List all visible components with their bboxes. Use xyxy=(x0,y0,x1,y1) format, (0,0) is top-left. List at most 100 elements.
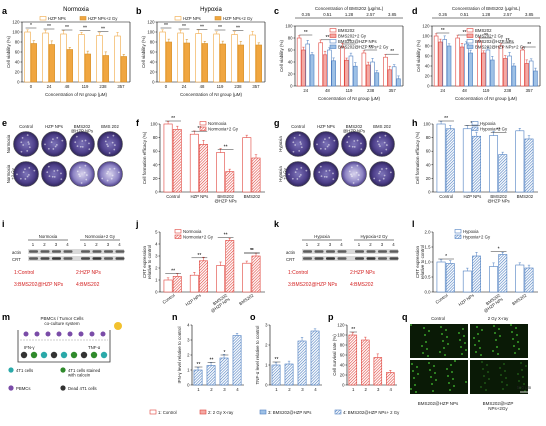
fluorescent-cell xyxy=(473,337,475,339)
bar xyxy=(489,266,499,293)
y-tick-label: 4 xyxy=(155,242,158,247)
colony-dot xyxy=(356,164,359,167)
bar xyxy=(216,152,226,193)
y-tick-label: 20 xyxy=(150,70,155,75)
bar xyxy=(436,123,446,193)
colony-dot xyxy=(298,149,301,152)
colony-dot xyxy=(360,142,362,145)
blot-band xyxy=(337,250,347,253)
x-tick-label: HZP NPs xyxy=(463,194,481,199)
significance-mark: ** xyxy=(200,25,204,31)
colony-dot xyxy=(84,139,87,142)
x-tick-label: 24 xyxy=(47,84,52,89)
bar xyxy=(481,52,486,87)
fluorescent-cell xyxy=(422,352,424,354)
colony-dot xyxy=(81,140,84,142)
colony-dot xyxy=(288,173,290,176)
tumor-cell xyxy=(20,351,28,359)
significance-mark: ** xyxy=(210,358,214,364)
bar xyxy=(490,59,495,87)
colony-dot xyxy=(47,165,50,168)
blot-key: 3:BMS202@HZP NPs xyxy=(288,282,338,288)
fluorescent-cell xyxy=(497,353,499,355)
colony-dot xyxy=(355,171,358,174)
colony-dot xyxy=(22,144,25,146)
colony-dot xyxy=(50,141,53,144)
fluorescent-cell xyxy=(435,379,437,381)
colony-dot xyxy=(61,139,64,142)
significance-mark: ** xyxy=(101,27,105,33)
y-tick-label: 2 xyxy=(187,353,190,358)
bar xyxy=(498,45,504,87)
colony-dot xyxy=(324,138,326,141)
bar xyxy=(361,339,370,386)
colony-dot xyxy=(106,179,109,182)
fluorescent-cell xyxy=(417,373,419,375)
bottom-legend-swatch xyxy=(199,409,207,415)
colony-dot xyxy=(328,136,331,139)
blot-band xyxy=(52,257,61,260)
chart-o: 0 1 2 3 TNF-α level relative to control 1 2 3 4 *… xyxy=(255,323,322,392)
schematic-legend-dot xyxy=(8,385,14,391)
fluorescent-cell xyxy=(465,381,467,383)
legend-label: Hypoxia xyxy=(480,121,496,126)
lane-number: 4 xyxy=(340,242,343,247)
top-tick-label: 1.28 xyxy=(345,12,354,17)
colony-dot xyxy=(106,172,108,175)
fluorescent-cell xyxy=(488,378,490,380)
colony-dot xyxy=(21,136,24,139)
legend-swatch xyxy=(199,121,207,126)
bar xyxy=(66,49,73,83)
colony-dot xyxy=(298,175,301,178)
fluorescent-cell xyxy=(447,375,449,377)
y-tick-label: 20 xyxy=(426,176,431,181)
tumor-cell xyxy=(80,351,88,359)
tumor-cell xyxy=(40,351,48,359)
fluorescent-cell xyxy=(483,375,485,377)
culture-dish xyxy=(369,131,395,157)
fluorescent-cell xyxy=(432,390,434,392)
tumor-cell xyxy=(100,351,108,359)
colony-dot xyxy=(384,134,387,137)
bar xyxy=(305,43,310,87)
lane-number: 3 xyxy=(381,242,384,247)
blot-row-label: actin xyxy=(12,250,22,255)
blot-band xyxy=(63,257,73,260)
blot-band xyxy=(314,250,324,253)
colony-dot xyxy=(296,178,299,180)
bar xyxy=(102,55,109,83)
fluorescent-cell xyxy=(492,350,494,352)
colony-dot xyxy=(60,178,63,181)
fluorescent-cell xyxy=(465,349,467,351)
significance-mark: ** xyxy=(462,30,466,36)
legend-label: BMS202+2 Gy xyxy=(475,34,504,39)
x-tick-label: Control xyxy=(439,194,453,199)
y-tick-label: 0 xyxy=(155,290,158,295)
bar xyxy=(387,69,393,87)
legend-swatch xyxy=(454,234,462,239)
bar xyxy=(361,52,367,87)
bar xyxy=(242,262,252,293)
chart-j: 0 1 2 3 4 5 CRT expressionrelative to control C… xyxy=(142,229,265,313)
bar xyxy=(249,34,256,83)
fluorescent-cell xyxy=(516,334,518,336)
schematic-legend-dot xyxy=(8,367,14,373)
bar xyxy=(462,270,472,293)
fluorescent-cell xyxy=(518,380,520,382)
x-tick-label: 238 xyxy=(99,84,107,89)
fluorescent-cell xyxy=(520,362,522,364)
lane-number: 1 xyxy=(358,242,361,247)
lane-number: 4 xyxy=(392,242,395,247)
fluorescent-cell xyxy=(486,364,488,366)
legend-label: HZP NPs+2 Gy xyxy=(88,16,118,21)
colony-dot xyxy=(350,173,352,176)
bottom-legend-swatch xyxy=(149,409,157,415)
blot-band xyxy=(29,250,38,253)
bar xyxy=(391,66,397,87)
y-tick-label: 60 xyxy=(425,54,430,59)
blot-key: 4:BMS202 xyxy=(350,282,374,288)
significance-mark: ** xyxy=(164,23,168,29)
schematic-legend-label: 4T1 cells xyxy=(16,368,33,373)
legend-swatch xyxy=(79,16,87,21)
dish-column-label: Control xyxy=(19,124,33,129)
